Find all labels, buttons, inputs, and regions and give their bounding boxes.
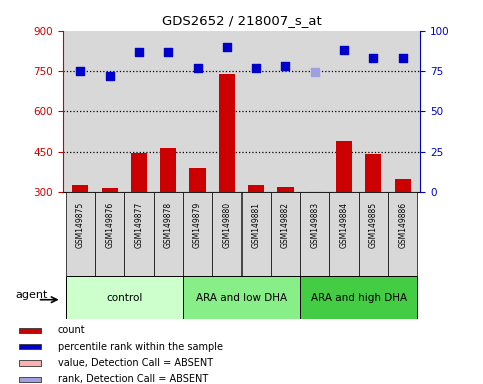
Text: agent: agent: [15, 290, 48, 301]
Text: GSM149882: GSM149882: [281, 202, 290, 248]
Text: GSM149881: GSM149881: [252, 202, 261, 248]
Bar: [242, 192, 271, 276]
Point: [340, 46, 348, 53]
Text: GSM149876: GSM149876: [105, 202, 114, 248]
Bar: [72, 185, 88, 192]
Bar: [271, 192, 300, 276]
Text: GSM149884: GSM149884: [340, 202, 349, 248]
Point: [399, 55, 407, 61]
Point: [311, 69, 319, 75]
Bar: [189, 168, 206, 192]
Point: [223, 44, 231, 50]
Bar: [19, 344, 41, 349]
Bar: [95, 192, 124, 276]
Bar: [365, 154, 382, 192]
Bar: [124, 192, 154, 276]
Point: [194, 65, 201, 71]
Bar: [160, 148, 176, 192]
Bar: [248, 185, 264, 192]
Text: GSM149877: GSM149877: [134, 202, 143, 248]
Bar: [300, 192, 329, 276]
Bar: [183, 276, 300, 319]
Text: ARA and low DHA: ARA and low DHA: [196, 293, 287, 303]
Bar: [388, 192, 417, 276]
Bar: [300, 276, 417, 319]
Point: [76, 68, 84, 74]
Bar: [359, 192, 388, 276]
Point: [135, 49, 143, 55]
Bar: [66, 192, 95, 276]
Text: control: control: [106, 293, 142, 303]
Text: GSM149879: GSM149879: [193, 202, 202, 248]
Bar: [219, 74, 235, 192]
Bar: [154, 192, 183, 276]
Text: percentile rank within the sample: percentile rank within the sample: [58, 342, 223, 352]
Bar: [307, 191, 323, 192]
Text: count: count: [58, 326, 85, 336]
Text: GSM149883: GSM149883: [310, 202, 319, 248]
Text: GSM149880: GSM149880: [222, 202, 231, 248]
Bar: [212, 192, 242, 276]
Bar: [329, 192, 359, 276]
Text: value, Detection Call = ABSENT: value, Detection Call = ABSENT: [58, 358, 213, 368]
Bar: [395, 179, 411, 192]
Text: GSM149878: GSM149878: [164, 202, 173, 248]
Bar: [19, 328, 41, 333]
Text: GSM149885: GSM149885: [369, 202, 378, 248]
Bar: [183, 192, 212, 276]
Point: [164, 49, 172, 55]
Bar: [336, 141, 352, 192]
Bar: [66, 276, 183, 319]
Title: GDS2652 / 218007_s_at: GDS2652 / 218007_s_at: [162, 14, 321, 27]
Text: GSM149886: GSM149886: [398, 202, 407, 248]
Bar: [19, 361, 41, 366]
Text: GSM149875: GSM149875: [76, 202, 85, 248]
Bar: [19, 377, 41, 382]
Point: [369, 55, 377, 61]
Point: [106, 73, 114, 79]
Point: [252, 65, 260, 71]
Bar: [131, 153, 147, 192]
Text: ARA and high DHA: ARA and high DHA: [311, 293, 407, 303]
Point: [282, 63, 289, 69]
Text: rank, Detection Call = ABSENT: rank, Detection Call = ABSENT: [58, 374, 208, 384]
Bar: [277, 187, 294, 192]
Bar: [101, 188, 118, 192]
